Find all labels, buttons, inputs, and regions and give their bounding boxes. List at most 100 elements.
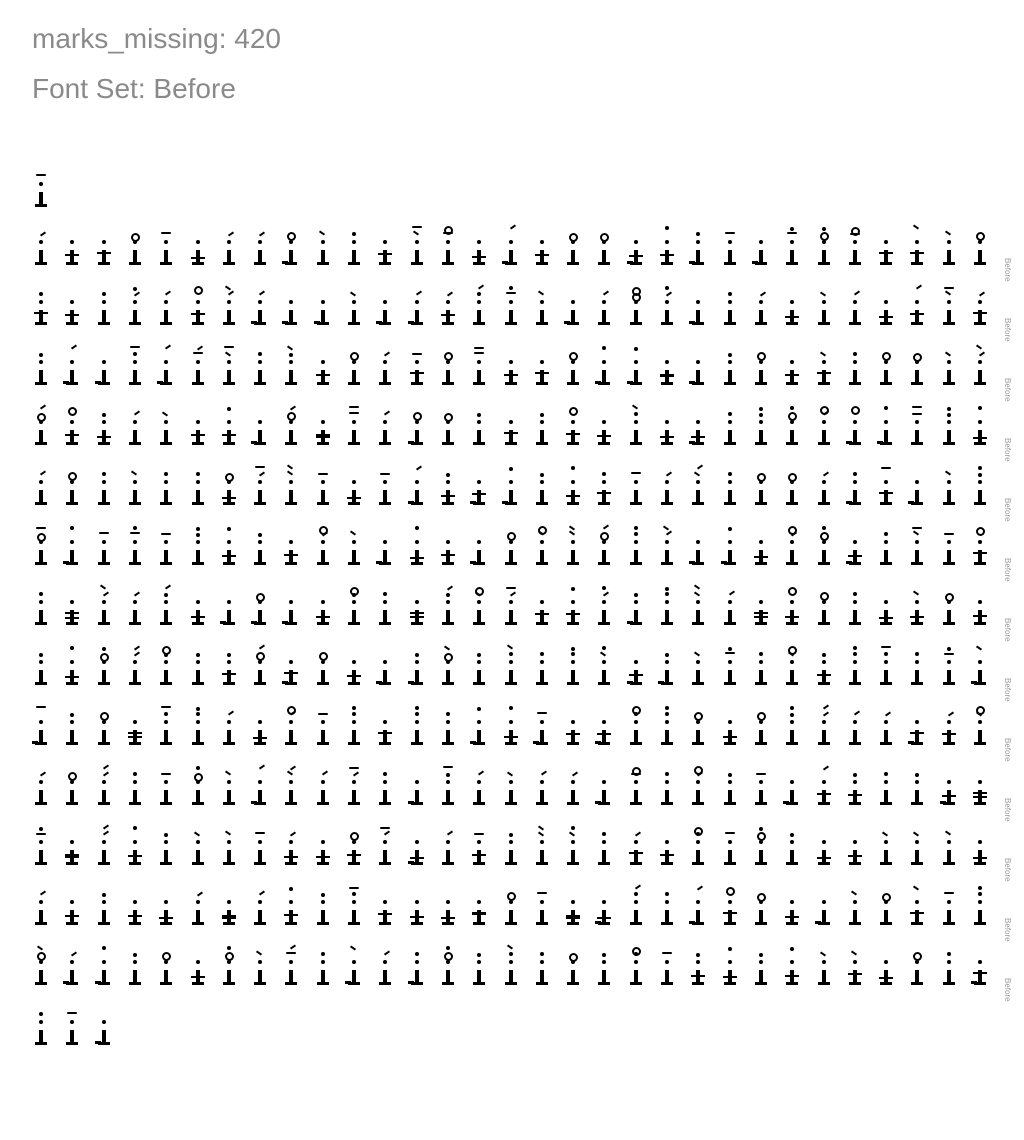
glyph-cell xyxy=(595,642,615,698)
glyph-cell xyxy=(564,762,584,818)
glyph-cell xyxy=(189,342,209,398)
glyph-cell xyxy=(157,522,177,578)
glyph-cell xyxy=(721,702,741,758)
glyph-cell xyxy=(721,522,741,578)
glyph-cell xyxy=(408,342,428,398)
glyph-cell xyxy=(564,342,584,398)
glyph-cell xyxy=(251,942,271,998)
glyph-cell xyxy=(439,222,459,278)
glyph-cell xyxy=(846,222,866,278)
glyph-cell xyxy=(32,762,52,818)
glyph-cell xyxy=(783,342,803,398)
glyph-cell xyxy=(220,582,240,638)
glyph-cell xyxy=(783,702,803,758)
glyph-cell xyxy=(502,882,522,938)
glyph-cell xyxy=(502,522,522,578)
glyph-cell xyxy=(502,702,522,758)
glyph-cell xyxy=(752,702,772,758)
glyph-cell xyxy=(126,642,146,698)
glyph-cell xyxy=(345,702,365,758)
glyph-cell xyxy=(877,882,897,938)
glyph-cell xyxy=(783,762,803,818)
glyph-cell xyxy=(595,282,615,338)
glyph-cell xyxy=(877,522,897,578)
glyph-cell xyxy=(408,402,428,458)
glyph-cell xyxy=(408,642,428,698)
glyph-cell xyxy=(783,282,803,338)
glyph-cell xyxy=(908,942,928,998)
glyph-cell xyxy=(846,582,866,638)
glyph-cell xyxy=(940,582,960,638)
glyph-row xyxy=(32,402,992,458)
glyph-cell xyxy=(314,942,334,998)
glyph-cell xyxy=(815,462,835,518)
glyph-cell xyxy=(251,762,271,818)
glyph-cell xyxy=(220,222,240,278)
glyph-cell xyxy=(126,282,146,338)
glyph-cell xyxy=(971,522,991,578)
glyph-cell xyxy=(971,222,991,278)
glyph-cell xyxy=(533,402,553,458)
glyph-cell xyxy=(783,222,803,278)
glyph-row xyxy=(32,762,992,818)
glyph-cell xyxy=(314,822,334,878)
glyph-cell xyxy=(533,822,553,878)
glyph-cell xyxy=(470,402,490,458)
glyph-cell xyxy=(908,282,928,338)
glyph-cell xyxy=(689,822,709,878)
glyph-cell xyxy=(846,342,866,398)
glyph-cell xyxy=(345,282,365,338)
glyph-cell xyxy=(595,222,615,278)
glyph-cell xyxy=(533,222,553,278)
glyph-cell xyxy=(908,642,928,698)
glyph-cell xyxy=(95,882,115,938)
glyph-row xyxy=(32,702,992,758)
glyph-cell xyxy=(408,762,428,818)
glyph-cell xyxy=(189,942,209,998)
glyph-cell xyxy=(721,762,741,818)
glyph-cell xyxy=(908,462,928,518)
glyph-cell xyxy=(63,402,83,458)
glyph-cell xyxy=(189,882,209,938)
glyph-cell xyxy=(815,762,835,818)
glyph-cell xyxy=(815,942,835,998)
glyph-cell xyxy=(877,402,897,458)
glyph-cell xyxy=(752,342,772,398)
glyph-cell xyxy=(157,642,177,698)
glyph-cell xyxy=(282,882,302,938)
glyph-cell xyxy=(189,462,209,518)
glyph-cell xyxy=(251,582,271,638)
glyph-cell xyxy=(470,942,490,998)
glyph-row xyxy=(32,342,992,398)
glyph-cell xyxy=(282,642,302,698)
glyph-cell xyxy=(752,222,772,278)
glyph-cell xyxy=(658,702,678,758)
glyph-cell xyxy=(877,222,897,278)
glyph-cell xyxy=(376,342,396,398)
glyph-cell xyxy=(220,402,240,458)
glyph-cell xyxy=(815,342,835,398)
glyph-cell xyxy=(189,282,209,338)
glyph-cell xyxy=(32,642,52,698)
glyph-cell xyxy=(220,882,240,938)
glyph-cell xyxy=(157,822,177,878)
glyph-cell xyxy=(815,222,835,278)
glyph-cell xyxy=(940,702,960,758)
row-label: Before xyxy=(1003,318,1012,342)
row-label: Before xyxy=(1003,258,1012,282)
glyph-cell xyxy=(595,882,615,938)
glyph-cell xyxy=(157,342,177,398)
glyph-cell xyxy=(251,642,271,698)
glyph-cell xyxy=(752,942,772,998)
glyph-cell xyxy=(564,282,584,338)
glyph-cell xyxy=(282,942,302,998)
glyph-cell xyxy=(564,702,584,758)
glyph-cell xyxy=(32,522,52,578)
glyph-cell xyxy=(95,522,115,578)
glyph-cell xyxy=(408,462,428,518)
glyph-cell xyxy=(658,942,678,998)
glyph-cell xyxy=(251,462,271,518)
glyph-cell xyxy=(533,702,553,758)
glyph-cell xyxy=(940,402,960,458)
glyph-cell xyxy=(408,702,428,758)
